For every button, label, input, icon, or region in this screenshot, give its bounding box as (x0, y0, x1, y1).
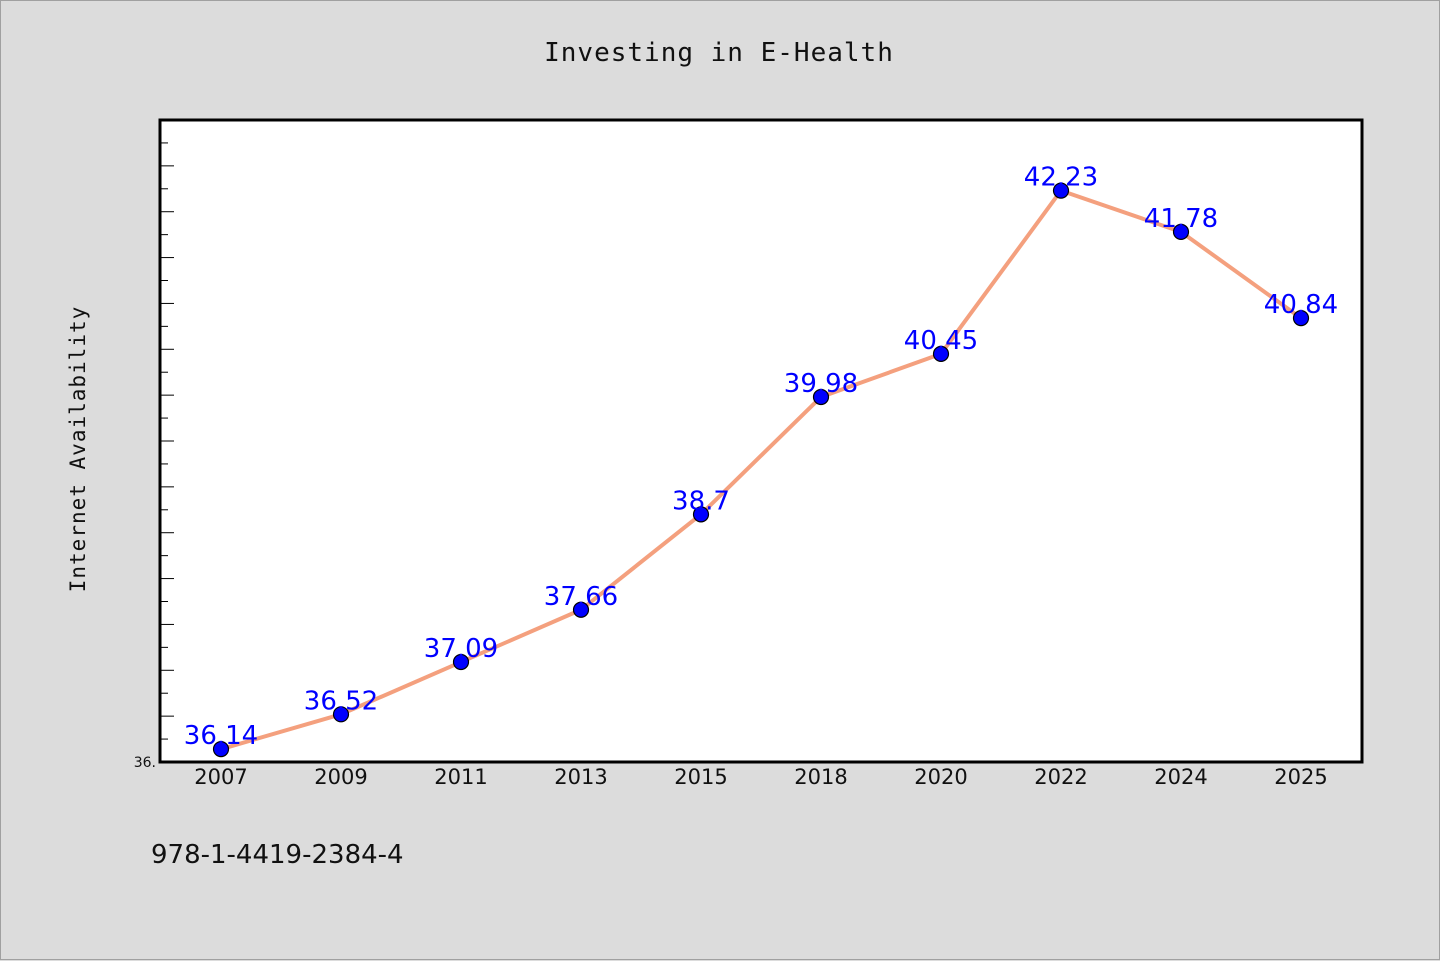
data-label: 38.7 (672, 486, 730, 516)
chart-title: Investing in E-Health (544, 38, 894, 68)
data-point (1172, 223, 1190, 240)
y-axis-tick-labels: 36. (134, 755, 156, 771)
y-axis-label: Internet Availability (66, 306, 90, 593)
data-point (332, 706, 350, 723)
series-line (220, 188, 1303, 752)
data-label: 41.78 (1144, 204, 1218, 234)
y-tick-label: 36. (134, 755, 156, 771)
x-tick-label: 2018 (794, 765, 847, 789)
data-point (572, 601, 590, 618)
x-tick-label: 2011 (434, 765, 487, 789)
x-tick-label: 2024 (1154, 765, 1207, 789)
x-tick-label: 2007 (194, 765, 247, 789)
x-tick-label: 2009 (314, 765, 367, 789)
data-label: 37.66 (544, 582, 618, 612)
x-tick-label: 2022 (1034, 765, 1087, 789)
data-point (692, 506, 710, 523)
x-tick-label: 2025 (1274, 765, 1327, 789)
data-point (932, 345, 950, 362)
data-point (452, 653, 470, 671)
x-tick-label: 2013 (554, 765, 607, 789)
data-point (1292, 310, 1310, 327)
plot-frame (158, 118, 1364, 764)
y-axis-ticks (160, 119, 174, 763)
data-label: 37.09 (424, 634, 498, 664)
data-label: 42.23 (1024, 163, 1098, 193)
data-point (212, 741, 230, 758)
data-label: 39.98 (784, 369, 858, 399)
data-point (812, 388, 830, 406)
data-label: 40.45 (904, 326, 978, 356)
data-markers (212, 182, 1310, 758)
data-label: 36.14 (184, 721, 258, 751)
data-point (1052, 182, 1070, 199)
data-label: 36.52 (304, 686, 378, 716)
x-axis-tick-labels: 2007 2009 2011 2013 2015 2018 2020 2022 2024 2025 (194, 765, 1327, 789)
x-tick-label: 2020 (914, 765, 967, 789)
footnote-isbn: 978-1-4419-2384-4 (151, 840, 404, 870)
data-labels: 36.14 36.52 37.09 37.66 38.7 39.98 40.45 42.23 4… (184, 163, 1338, 752)
data-label: 40.84 (1264, 290, 1338, 320)
x-tick-label: 2015 (674, 765, 727, 789)
